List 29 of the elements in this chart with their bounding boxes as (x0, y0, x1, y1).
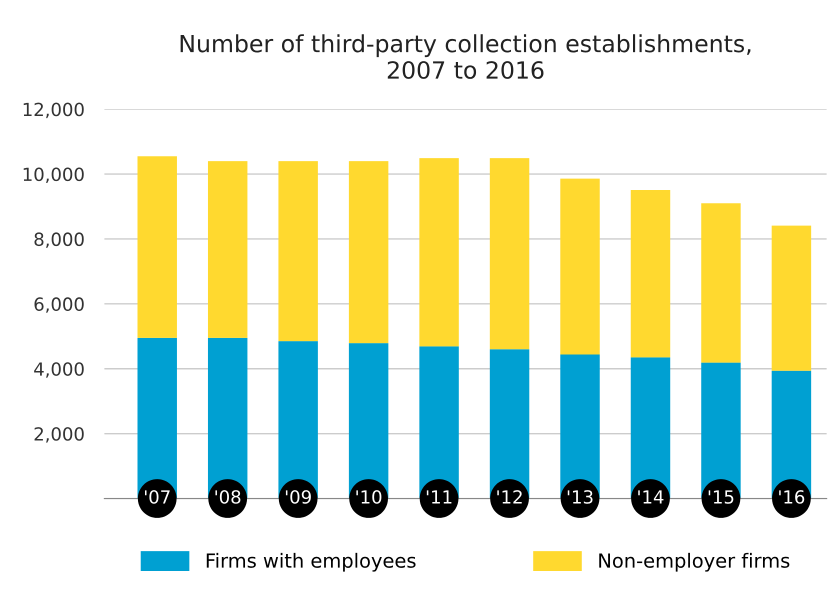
bar (772, 226, 812, 371)
bar (630, 190, 670, 358)
legend-label: Non-employer firms (599, 552, 790, 572)
x-tick-label: '15 (708, 490, 734, 504)
bar (701, 203, 741, 363)
y-tick-label: 6,000 (34, 297, 84, 313)
x-tick-label: '12 (497, 490, 522, 504)
x-tick-label: '11 (426, 490, 452, 504)
bar (490, 158, 530, 350)
y-tick-label: 2,000 (34, 427, 84, 443)
y-tick-label: 8,000 (34, 232, 84, 248)
x-tick-label: '09 (286, 490, 311, 504)
bar (208, 161, 248, 338)
bar (348, 161, 388, 344)
y-tick-label: 12,000 (24, 102, 84, 118)
bar (419, 158, 459, 346)
x-tick-label: '14 (638, 490, 664, 504)
x-tick-label: '10 (356, 490, 382, 504)
y-tick-label: 10,000 (24, 168, 84, 184)
bar (278, 161, 318, 342)
x-tick-label: '13 (568, 490, 593, 504)
x-tick-label: '16 (779, 490, 804, 504)
chart-title: Number of third-party collection establishments, 2007 to 2016 (180, 34, 750, 79)
y-tick-label: 4,000 (34, 362, 84, 378)
x-tick-label: '07 (144, 490, 170, 504)
x-tick-label: '08 (215, 490, 240, 504)
bar (560, 178, 600, 354)
bar (137, 156, 177, 338)
legend-label: Firms with employees (206, 552, 416, 572)
